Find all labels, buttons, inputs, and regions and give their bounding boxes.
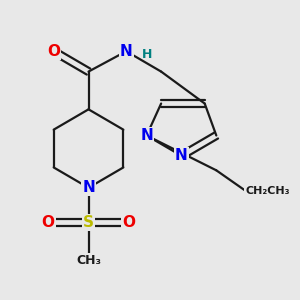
Text: N: N: [175, 148, 188, 163]
Text: N: N: [82, 180, 95, 195]
Text: N: N: [140, 128, 153, 143]
Text: CH₃: CH₃: [76, 254, 101, 267]
Text: O: O: [41, 215, 54, 230]
Text: N: N: [120, 44, 133, 59]
Text: O: O: [47, 44, 60, 59]
Text: H: H: [142, 48, 153, 61]
Text: O: O: [123, 215, 136, 230]
Text: S: S: [83, 215, 94, 230]
Text: CH₂CH₃: CH₂CH₃: [245, 186, 290, 196]
